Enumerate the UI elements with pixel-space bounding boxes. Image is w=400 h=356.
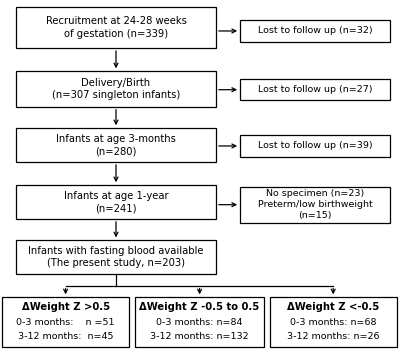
Bar bbox=[16, 128, 216, 162]
Text: Infants at age 1-year
(n=241): Infants at age 1-year (n=241) bbox=[64, 191, 168, 213]
Text: No specimen (n=23)
Preterm/low birthweight
(n=15): No specimen (n=23) Preterm/low birthweig… bbox=[258, 189, 372, 220]
Text: Lost to follow up (n=39): Lost to follow up (n=39) bbox=[258, 141, 372, 151]
Bar bbox=[270, 297, 397, 347]
Text: 0-3 months: n=68: 0-3 months: n=68 bbox=[290, 318, 376, 327]
Text: Lost to follow up (n=32): Lost to follow up (n=32) bbox=[258, 26, 372, 36]
Bar bbox=[16, 71, 216, 107]
Text: ΔWeight Z -0.5 to 0.5: ΔWeight Z -0.5 to 0.5 bbox=[140, 302, 260, 312]
Text: Lost to follow up (n=27): Lost to follow up (n=27) bbox=[258, 85, 372, 94]
Text: 3-12 months: n=26: 3-12 months: n=26 bbox=[287, 332, 380, 341]
Bar bbox=[240, 135, 390, 157]
Text: Recruitment at 24-28 weeks
of gestation (n=339): Recruitment at 24-28 weeks of gestation … bbox=[46, 16, 186, 39]
Bar bbox=[16, 240, 216, 274]
Text: Delivery/Birth
(n=307 singleton infants): Delivery/Birth (n=307 singleton infants) bbox=[52, 78, 180, 100]
Bar bbox=[135, 297, 264, 347]
Text: Infants at age 3-months
(n=280): Infants at age 3-months (n=280) bbox=[56, 134, 176, 156]
Bar bbox=[16, 7, 216, 48]
Bar bbox=[16, 185, 216, 219]
Text: 0-3 months: n=84: 0-3 months: n=84 bbox=[156, 318, 243, 327]
Text: ΔWeight Z <-0.5: ΔWeight Z <-0.5 bbox=[287, 302, 379, 312]
Text: 0-3 months:    n =51: 0-3 months: n =51 bbox=[16, 318, 115, 327]
Bar bbox=[240, 79, 390, 100]
Text: 3-12 months: n=132: 3-12 months: n=132 bbox=[150, 332, 249, 341]
Bar bbox=[2, 297, 129, 347]
Bar bbox=[240, 187, 390, 222]
Text: 3-12 months:  n=45: 3-12 months: n=45 bbox=[18, 332, 113, 341]
Text: Infants with fasting blood available
(The present study, n=203): Infants with fasting blood available (Th… bbox=[28, 246, 204, 268]
Text: ΔWeight Z >0.5: ΔWeight Z >0.5 bbox=[22, 302, 110, 312]
Bar bbox=[240, 20, 390, 42]
